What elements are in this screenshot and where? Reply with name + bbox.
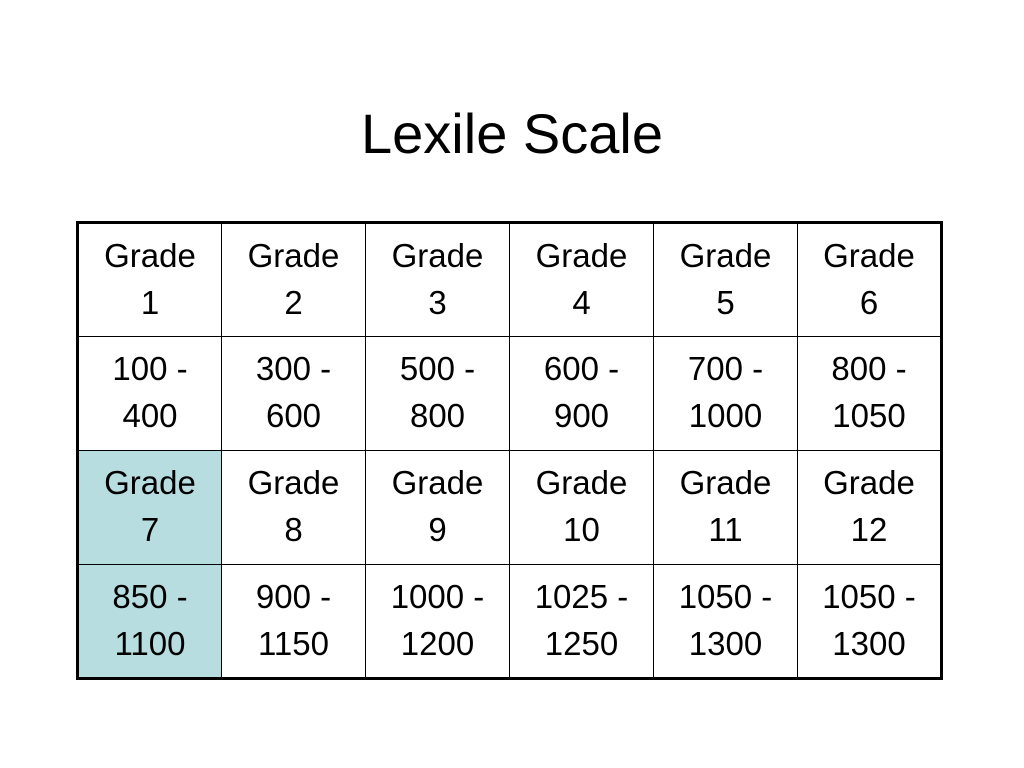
grade-label: Grade — [104, 464, 196, 501]
range-start: 800 - — [831, 350, 907, 387]
grade-label: Grade — [247, 237, 340, 274]
grade-number: 4 — [572, 284, 591, 321]
range-start: 500 - — [399, 350, 476, 387]
grade-label: Grade — [247, 464, 340, 501]
lexile-range-cell: 300 - 600 — [221, 336, 366, 451]
lexile-range-cell: 100 - 400 — [77, 336, 222, 451]
range-end: 1200 — [400, 625, 475, 662]
grade-cell: Grade 9 — [365, 450, 510, 565]
grade-cell: Grade 12 — [797, 450, 942, 565]
grade-number: 2 — [284, 284, 303, 321]
lexile-range-cell: 1050 - 1300 — [653, 564, 798, 679]
grade-label: Grade — [391, 464, 484, 501]
range-start: 1050 - — [678, 578, 773, 615]
grade-cell: Grade 10 — [509, 450, 654, 565]
range-start: 900 - — [255, 578, 332, 615]
range-end: 1000 — [688, 397, 763, 434]
grade-label: Grade — [104, 237, 196, 274]
range-end: 900 — [553, 397, 610, 434]
lexile-range-row: 100 - 400 300 - 600 500 - 800 600 - 900 700 - 100… — [77, 336, 942, 451]
grade-number: 5 — [716, 284, 735, 321]
grade-label: Grade — [535, 237, 628, 274]
lexile-range-cell: 600 - 900 — [509, 336, 654, 451]
range-end: 800 — [409, 397, 466, 434]
grade-cell: Grade 3 — [365, 222, 510, 337]
lexile-table-body: Grade 1 Grade 2 Grade 3 Grade 4 Grade 5 Grade 6 100 … — [77, 222, 942, 679]
lexile-range-row: 850 -1100 900 -1150 1000 -1200 1025 -1250 10… — [77, 564, 942, 679]
grade-label: Grade — [679, 464, 772, 501]
grade-number: 10 — [563, 511, 600, 548]
grade-label: Grade — [823, 464, 915, 501]
range-end: 400 — [122, 397, 178, 434]
lexile-table: Grade 1 Grade 2 Grade 3 Grade 4 Grade 5 Grade 6 100 … — [76, 221, 943, 680]
lexile-range-cell: 1025 - 1250 — [509, 564, 654, 679]
range-end: 600 — [265, 397, 322, 434]
lexile-range-cell: 1050 - 1300 — [797, 564, 942, 679]
range-start: 1025 - — [534, 578, 629, 615]
range-end: 1300 — [832, 625, 906, 662]
range-start: 1050 - — [822, 578, 916, 615]
range-start: 600 - — [543, 350, 620, 387]
range-end: 1050 — [832, 397, 906, 434]
range-end: 1100 — [114, 625, 186, 662]
grade-number: 6 — [859, 284, 879, 321]
range-start: 100 - — [112, 350, 188, 387]
grade-cell: Grade 8 — [221, 450, 366, 565]
range-end: 1250 — [544, 625, 619, 662]
range-start: 850 - — [112, 578, 188, 615]
grade-label: Grade — [823, 237, 915, 274]
grade-label: Grade — [391, 237, 484, 274]
grade-row: Grade 1 Grade 2 Grade 3 Grade 4 Grade 5 Grade 6 — [77, 222, 942, 337]
grade-number: 8 — [284, 511, 303, 548]
grade-number: 7 — [140, 511, 160, 548]
grade-number: 11 — [708, 511, 743, 548]
grade-cell: Grade 1 — [77, 222, 222, 337]
grade-label: Grade — [535, 464, 628, 501]
range-end: 1300 — [688, 625, 763, 662]
lexile-range-cell: 1000 - 1200 — [365, 564, 510, 679]
lexile-range-cell: 500 - 800 — [365, 336, 510, 451]
lexile-range-cell: 900 - 1150 — [221, 564, 366, 679]
grade-cell: Grade 11 — [653, 450, 798, 565]
range-start: 300 - — [255, 350, 332, 387]
grade-label: Grade — [679, 237, 772, 274]
grade-cell: Grade 5 — [653, 222, 798, 337]
lexile-range-cell: 800 - 1050 — [797, 336, 942, 451]
grade-number: 9 — [428, 511, 447, 548]
range-start: 1000 - — [390, 578, 485, 615]
grade-number: 1 — [140, 284, 160, 321]
grade-cell: Grade 2 — [221, 222, 366, 337]
lexile-range-cell: 850 - 1100 — [77, 564, 222, 679]
grade-cell: Grade 4 — [509, 222, 654, 337]
range-end: 1150 — [258, 625, 329, 662]
grade-number: 3 — [428, 284, 447, 321]
grade-row: Grade 7 Grade 8 Grade 9 Grade 10 Grade 11 Grade 12 — [77, 450, 942, 565]
grade-number: 12 — [850, 511, 888, 548]
range-start: 700 - — [687, 350, 764, 387]
lexile-range-cell: 700 - 1000 — [653, 336, 798, 451]
slide-title: Lexile Scale — [361, 102, 663, 165]
grade-cell: Grade 6 — [797, 222, 942, 337]
grade-cell: Grade 7 — [77, 450, 222, 565]
